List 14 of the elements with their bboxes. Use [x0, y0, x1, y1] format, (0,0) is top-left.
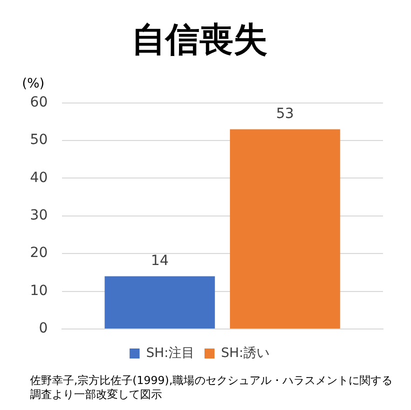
data-label: 53 [276, 106, 294, 122]
y-tick-label: 40 [30, 170, 48, 186]
y-tick-label: 20 [30, 245, 48, 262]
data-label: 14 [150, 252, 169, 269]
y-tick-label: 10 [30, 282, 48, 299]
chart-title: 自信喪失 [132, 20, 268, 60]
text: 佐野幸子,宗方比佐子(1999),職場のセクシュアル・ハラスメントに関する調査より一部改変して図示 [29, 374, 394, 402]
y-tick-label: 50 [30, 132, 48, 148]
y-tick-label: 0 [38, 320, 48, 337]
y-tick-label: 30 [30, 208, 48, 224]
legend-label: SH:誘い [221, 346, 270, 361]
y-tick-label: 60 [30, 94, 48, 110]
y-axis-title: (%) [22, 76, 44, 92]
legend-label: SH:注目 [146, 346, 195, 361]
